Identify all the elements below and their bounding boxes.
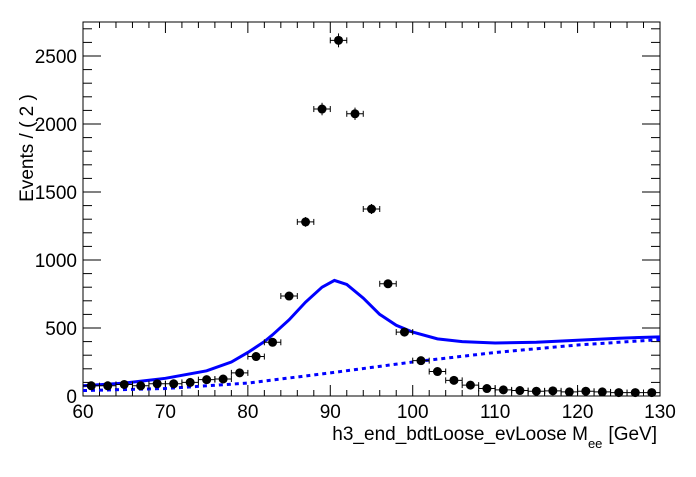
data-marker — [432, 367, 442, 377]
data-marker — [614, 388, 624, 398]
data-marker — [498, 385, 508, 395]
data-marker — [416, 356, 426, 366]
data-point — [412, 356, 430, 366]
x-axis-title-sub: ee — [588, 436, 602, 451]
x-tick-label: 60 — [72, 402, 93, 423]
data-point — [544, 386, 562, 396]
data-point — [478, 384, 496, 394]
y-tick-label: 1000 — [35, 251, 77, 272]
data-point — [379, 279, 397, 289]
data-marker — [235, 368, 245, 378]
data-marker — [169, 379, 179, 389]
data-marker — [268, 337, 278, 347]
data-marker — [218, 374, 228, 384]
data-point — [610, 388, 628, 398]
data-point — [329, 33, 348, 48]
y-tick-label: 500 — [45, 319, 77, 340]
data-marker — [317, 104, 327, 114]
data-point — [461, 380, 480, 390]
data-marker — [597, 387, 607, 397]
data-marker — [399, 327, 409, 337]
data-point — [560, 387, 579, 397]
data-marker — [185, 377, 195, 387]
data-point — [148, 379, 166, 389]
y-axis-title: Events / ( 2 ) — [17, 94, 38, 202]
data-marker — [531, 386, 541, 396]
y-axis: 0 500 1000 1500 2000 2500 — [35, 28, 660, 408]
data-point — [346, 107, 364, 120]
data-point — [280, 291, 298, 301]
data-point — [247, 352, 265, 362]
data-marker — [119, 379, 129, 389]
data-marker — [630, 388, 640, 398]
y-tick-label: 1500 — [35, 183, 77, 204]
data-point — [197, 375, 216, 385]
data-marker — [301, 217, 311, 227]
data-marker — [564, 387, 574, 397]
total-fit-curve — [82, 278, 661, 388]
data-point — [214, 374, 232, 384]
background-fit-curve — [82, 338, 661, 393]
data-point — [296, 217, 315, 227]
data-marker — [350, 109, 360, 119]
data-marker — [152, 379, 162, 389]
data-point — [230, 368, 249, 378]
data-marker — [482, 384, 492, 394]
data-marker — [647, 388, 657, 398]
x-tick-label: 120 — [562, 402, 594, 423]
data-marker — [251, 352, 261, 362]
x-tick-label: 80 — [237, 402, 258, 423]
data-point — [98, 381, 117, 391]
data-marker — [284, 291, 294, 301]
data-point — [263, 337, 282, 347]
data-marker — [103, 381, 113, 391]
x-axis-title-unit: [GeV] — [608, 424, 657, 445]
x-tick-label: 110 — [480, 402, 510, 423]
data-marker — [581, 386, 591, 396]
y-tick-label: 2000 — [35, 115, 77, 136]
y-tick-label: 0 — [66, 387, 77, 408]
data-marker — [202, 375, 212, 385]
x-axis: 60 70 80 90 100 110 120 130 — [72, 22, 676, 423]
x-axis-title: h3_end_bdtLoose_evLoose Mee [GeV] — [332, 424, 657, 451]
x-tick-label: 90 — [320, 402, 341, 423]
data-marker — [86, 381, 96, 391]
data-point — [445, 375, 463, 385]
x-axis-title-main: h3_end_bdtLoose_evLoose M — [332, 424, 588, 445]
data-point — [511, 386, 529, 396]
data-point — [643, 388, 661, 398]
data-point — [577, 386, 595, 396]
data-point — [131, 381, 150, 391]
data-point — [494, 385, 513, 395]
data-marker — [136, 381, 146, 391]
plot-frame — [82, 21, 661, 397]
data-point — [395, 327, 414, 337]
x-tick-label: 100 — [397, 402, 429, 423]
plot-marks — [82, 33, 661, 398]
data-marker — [334, 35, 344, 45]
y-tick-label: 2500 — [35, 47, 77, 68]
data-point — [428, 367, 447, 377]
x-tick-label: 130 — [644, 402, 676, 423]
data-point — [313, 102, 331, 116]
data-point — [593, 387, 612, 397]
data-marker — [449, 375, 459, 385]
data-marker — [367, 204, 376, 214]
data-marker — [548, 386, 558, 396]
data-marker — [383, 279, 393, 289]
x-tick-label: 70 — [155, 402, 176, 423]
data-point — [362, 203, 381, 215]
data-marker — [515, 386, 525, 396]
data-marker — [465, 380, 475, 390]
data-point — [527, 386, 546, 396]
